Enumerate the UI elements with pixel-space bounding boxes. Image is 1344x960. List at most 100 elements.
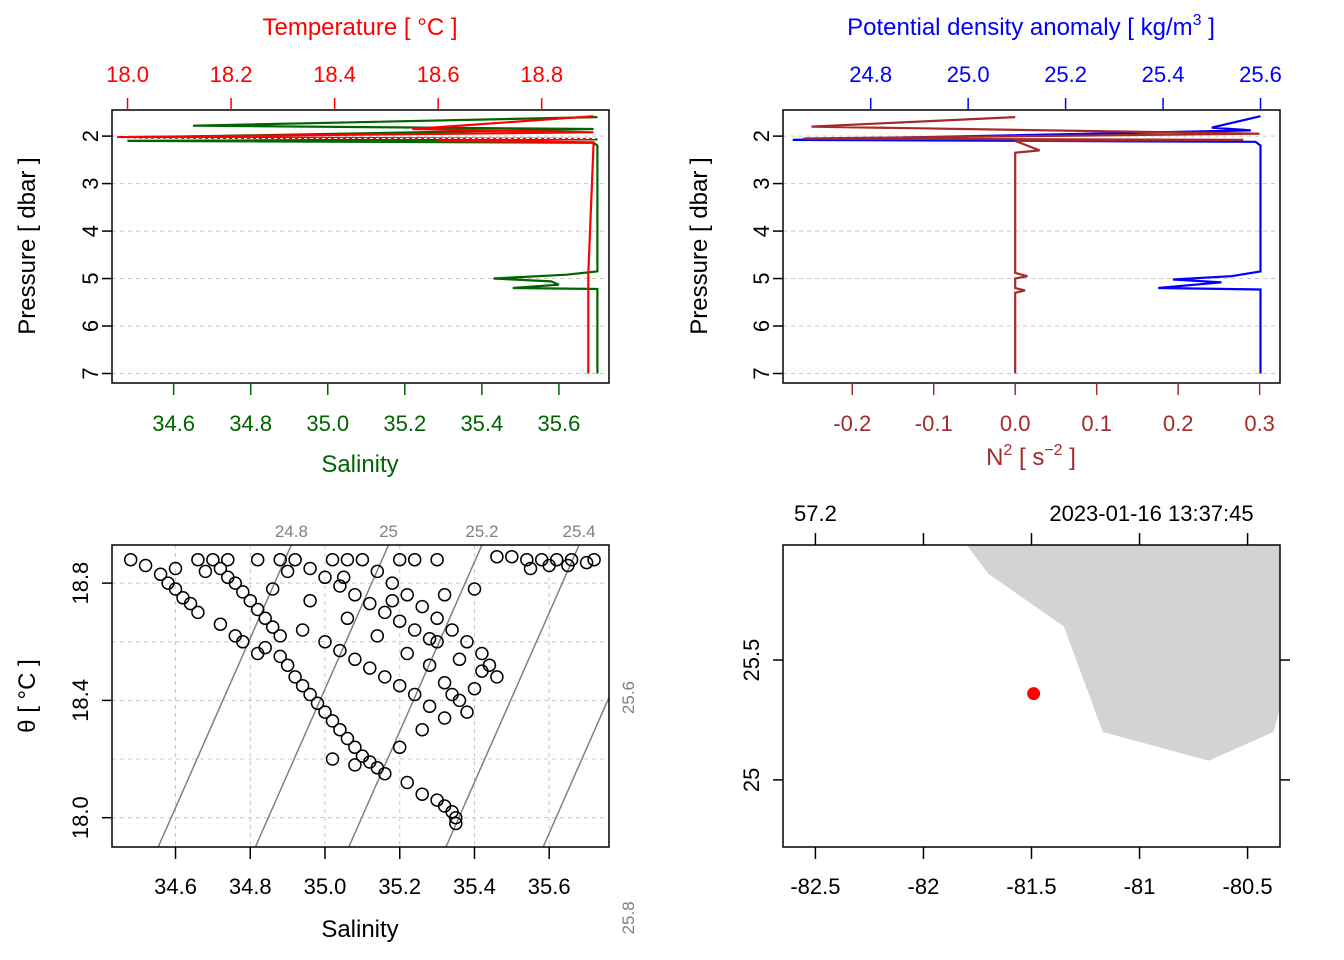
- p3-point: [228, 629, 243, 643]
- p1-bottom-tick-label: 35.6: [538, 411, 581, 436]
- p3-point: [407, 623, 422, 637]
- p3-point: [318, 570, 332, 585]
- p3-isopycnal-label: 25: [379, 522, 398, 541]
- p3-point: [243, 593, 258, 608]
- p3-point: [288, 552, 302, 567]
- p3-point: [273, 552, 287, 567]
- p3-point: [273, 649, 287, 664]
- p3-point: [333, 643, 347, 658]
- p3-isopycnal-line: [445, 545, 580, 847]
- p2-bottom-tick-label: -0.2: [833, 411, 871, 436]
- p2-left-tick-label: 6: [749, 320, 774, 332]
- p1-bottom-tick-label: 35.4: [460, 411, 503, 436]
- p3-point: [482, 658, 497, 672]
- p1-pressure-label: Pressure [ dbar ]: [14, 157, 41, 334]
- p2-series-density: [792, 115, 1262, 374]
- p4-x-axis: -82.5 -82 -81.5 -81 -80.5: [790, 847, 1273, 899]
- p3-point: [505, 549, 519, 564]
- p1-left-tick-label: 6: [78, 320, 103, 332]
- p3-isopycnal-line: [254, 545, 390, 847]
- p1-bottom-tick-label: 34.6: [152, 411, 195, 436]
- p1-temperature-label: Temperature [ °C ]: [262, 14, 457, 41]
- panel-station-map: -82.5 -82 -81.5 -81 -80.5 25 25.5 57.2 2023-01…: [739, 501, 1290, 899]
- p3-point: [340, 552, 355, 567]
- p1-top-tick-label: 18.2: [210, 62, 253, 87]
- p2-top-tick-label: 25.6: [1239, 62, 1282, 87]
- p3-point: [273, 629, 287, 643]
- p3-point: [236, 585, 250, 599]
- p2-grid: [783, 135, 1280, 375]
- p3-point: [415, 787, 429, 801]
- p3-point: [392, 614, 407, 628]
- p1-salinity-axis: 34.6 34.8 35.0 35.2 35.4 35.6: [152, 383, 580, 436]
- p3-point: [348, 758, 362, 772]
- p2-left-tick-label: 7: [749, 367, 774, 379]
- p3-point: [415, 722, 429, 737]
- p2-left-tick-label: 2: [749, 130, 774, 142]
- p3-point: [123, 552, 138, 567]
- p2-bottom-tick-label: 0.3: [1244, 411, 1275, 436]
- panel-ts-diagram: 24.8 25 25.2 25.425.625.8 34.6 34.8 35.0 35.2 3…: [14, 522, 638, 943]
- p2-top-tick-label: 25.4: [1142, 62, 1185, 87]
- p3-point: [415, 599, 429, 614]
- p3-point: [340, 611, 355, 626]
- p3-x-tick-label: 34.6: [154, 874, 197, 899]
- p3-point: [400, 775, 414, 790]
- p3-point: [348, 588, 362, 602]
- p3-point: [561, 558, 575, 573]
- p3-x-tick-label: 35.2: [378, 874, 421, 899]
- p3-point: [318, 705, 332, 719]
- p3-isopycnal-labels: 24.8 25 25.2 25.4 25.6 25.8: [275, 522, 638, 934]
- p3-point: [407, 687, 422, 702]
- p3-point: [258, 611, 272, 626]
- p4-land: [966, 545, 1280, 761]
- p3-point: [325, 552, 340, 567]
- p3-point: [228, 576, 243, 590]
- p3-point: [325, 752, 340, 766]
- p3-x-tick-label: 35.6: [528, 874, 571, 899]
- p2-top-tick-label: 25.0: [947, 62, 990, 87]
- p3-point: [370, 564, 385, 579]
- p2-n2-axis: -0.2 -0.1 0.0 0.1 0.2 0.3: [833, 383, 1275, 436]
- p3-point: [422, 699, 437, 714]
- p3-point: [392, 678, 407, 693]
- p3-x-tick-label: 35.4: [453, 874, 496, 899]
- p3-point: [221, 552, 235, 567]
- p3-isopycnal-label: 24.8: [275, 522, 308, 541]
- p3-point: [378, 605, 392, 620]
- p3-point: [520, 552, 534, 567]
- p3-point: [467, 681, 482, 696]
- p2-pressure-axis: 2 3 4 5 6 7: [749, 130, 783, 380]
- p3-point: [392, 740, 407, 755]
- p2-bottom-tick-label: 0.1: [1081, 411, 1112, 436]
- p3-point: [348, 652, 362, 667]
- p3-point: [437, 676, 452, 690]
- p2-series-n2: [803, 116, 1260, 374]
- p3-point: [250, 646, 265, 661]
- p3-point: [265, 582, 280, 596]
- p3-point: [490, 670, 504, 684]
- p3-isopycnal-label: 25.2: [465, 522, 498, 541]
- p4-y-tick-label: 25.5: [739, 639, 764, 682]
- p1-pressure-axis: 2 3 4 5 6 7: [78, 130, 112, 380]
- p3-isopycnal-label: 25.6: [619, 681, 638, 714]
- p3-point: [490, 549, 504, 564]
- p3-point: [392, 552, 407, 567]
- p3-point: [213, 617, 228, 631]
- p4-y-axis: 25 25.5: [739, 639, 1290, 792]
- p1-bottom-tick-label: 34.8: [229, 411, 272, 436]
- p2-pressure-label: Pressure [ dbar ]: [686, 157, 713, 334]
- p3-point: [400, 646, 414, 661]
- p3-point: [303, 687, 317, 702]
- p3-point: [422, 632, 437, 646]
- p3-point: [542, 558, 556, 573]
- p3-point: [265, 620, 280, 634]
- p3-point: [445, 687, 459, 702]
- p3-point: [318, 635, 332, 649]
- p3-point: [449, 816, 463, 831]
- p3-point: [422, 658, 437, 672]
- p3-point: [452, 652, 467, 667]
- p3-point: [250, 602, 265, 617]
- p3-point: [138, 558, 153, 573]
- p1-salinity-label: Salinity: [321, 451, 398, 478]
